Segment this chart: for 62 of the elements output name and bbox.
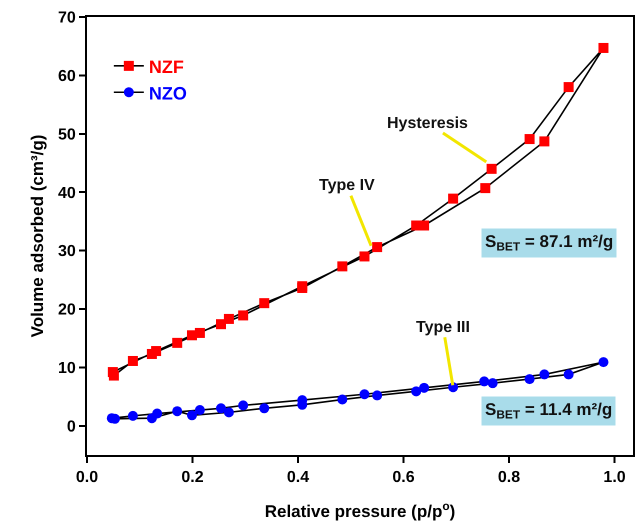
point	[259, 403, 270, 414]
x-tick-label: 0.2	[181, 469, 204, 486]
point	[337, 394, 348, 405]
legend-label: NZF	[148, 56, 184, 77]
y-tick-label: 0	[66, 418, 76, 436]
y-tick-label: 60	[58, 68, 76, 85]
point	[419, 382, 430, 393]
point	[259, 298, 270, 308]
y-tick-label: 10	[58, 360, 76, 377]
point	[479, 376, 490, 386]
point	[539, 369, 550, 380]
annotation: Hysteresis	[387, 115, 468, 132]
point	[486, 164, 497, 174]
y-tick-label: 50	[58, 126, 76, 144]
y-tick-label: 30	[58, 243, 76, 260]
point	[359, 251, 370, 262]
point	[224, 407, 234, 418]
point	[238, 310, 248, 320]
point	[372, 390, 382, 400]
point	[598, 42, 608, 53]
point	[108, 367, 118, 378]
point	[359, 389, 370, 400]
point	[172, 338, 182, 348]
x-tick-label: 0.6	[392, 469, 415, 486]
x-tick-label: 1.0	[603, 469, 626, 486]
x-tick-label: 0.8	[498, 469, 520, 486]
point	[564, 82, 574, 92]
point	[128, 356, 138, 366]
annotation: S$_{BET}$ = 11.4 m²/g	[485, 400, 612, 422]
point	[152, 408, 162, 419]
x-tick-label: 0.0	[76, 469, 98, 486]
point	[194, 405, 205, 416]
x-tick-label: 0.4	[286, 469, 310, 486]
point	[411, 386, 422, 396]
point	[151, 346, 162, 356]
annotation: S$_{BET}$ = 87.1 m²/g	[485, 232, 614, 254]
y-tick-label: 20	[58, 302, 76, 319]
y-tick-label: 40	[58, 184, 76, 202]
legend-label: NZO	[148, 83, 187, 104]
annotation: Type IV	[319, 177, 376, 194]
point	[238, 400, 248, 410]
point	[480, 183, 490, 194]
point	[172, 406, 182, 416]
point	[564, 369, 574, 380]
point	[216, 319, 226, 330]
point	[186, 330, 197, 340]
point	[216, 403, 226, 414]
x-axis-title: Relative pressure (p/p$^{o}$)	[264, 498, 456, 521]
point	[488, 378, 498, 388]
point	[448, 194, 458, 204]
point	[128, 410, 138, 421]
point	[539, 136, 550, 146]
point	[598, 357, 608, 368]
point	[372, 242, 382, 252]
point	[186, 410, 197, 420]
point	[524, 374, 535, 384]
annotation: Type III	[416, 319, 470, 336]
point	[524, 134, 535, 144]
y-axis-title: Volume adsorbed (cm³/g)	[28, 134, 48, 338]
y-tick-label: 70	[58, 10, 76, 27]
point	[337, 261, 348, 272]
point	[224, 314, 234, 324]
